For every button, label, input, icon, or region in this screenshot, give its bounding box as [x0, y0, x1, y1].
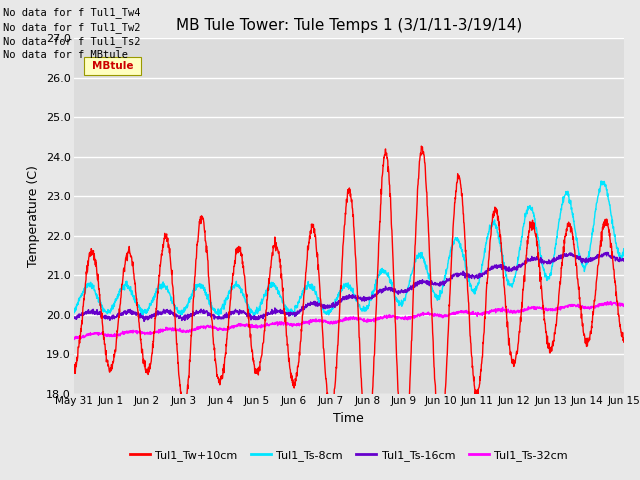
Legend: Tul1_Tw+10cm, Tul1_Ts-8cm, Tul1_Ts-16cm, Tul1_Ts-32cm: Tul1_Tw+10cm, Tul1_Ts-8cm, Tul1_Ts-16cm,…: [125, 445, 572, 465]
Text: No data for f Tul1_Tw4: No data for f Tul1_Tw4: [3, 7, 141, 18]
Text: No data for f Tul1_Tw2: No data for f Tul1_Tw2: [3, 22, 141, 33]
Y-axis label: Temperature (C): Temperature (C): [28, 165, 40, 267]
Title: MB Tule Tower: Tule Temps 1 (3/1/11-3/19/14): MB Tule Tower: Tule Temps 1 (3/1/11-3/19…: [175, 18, 522, 33]
Text: No data for f MBtule: No data for f MBtule: [3, 50, 128, 60]
Text: No data for f Tul1_Ts2: No data for f Tul1_Ts2: [3, 36, 141, 47]
X-axis label: Time: Time: [333, 412, 364, 425]
FancyBboxPatch shape: [84, 57, 141, 75]
Text: MBtule: MBtule: [92, 61, 134, 71]
